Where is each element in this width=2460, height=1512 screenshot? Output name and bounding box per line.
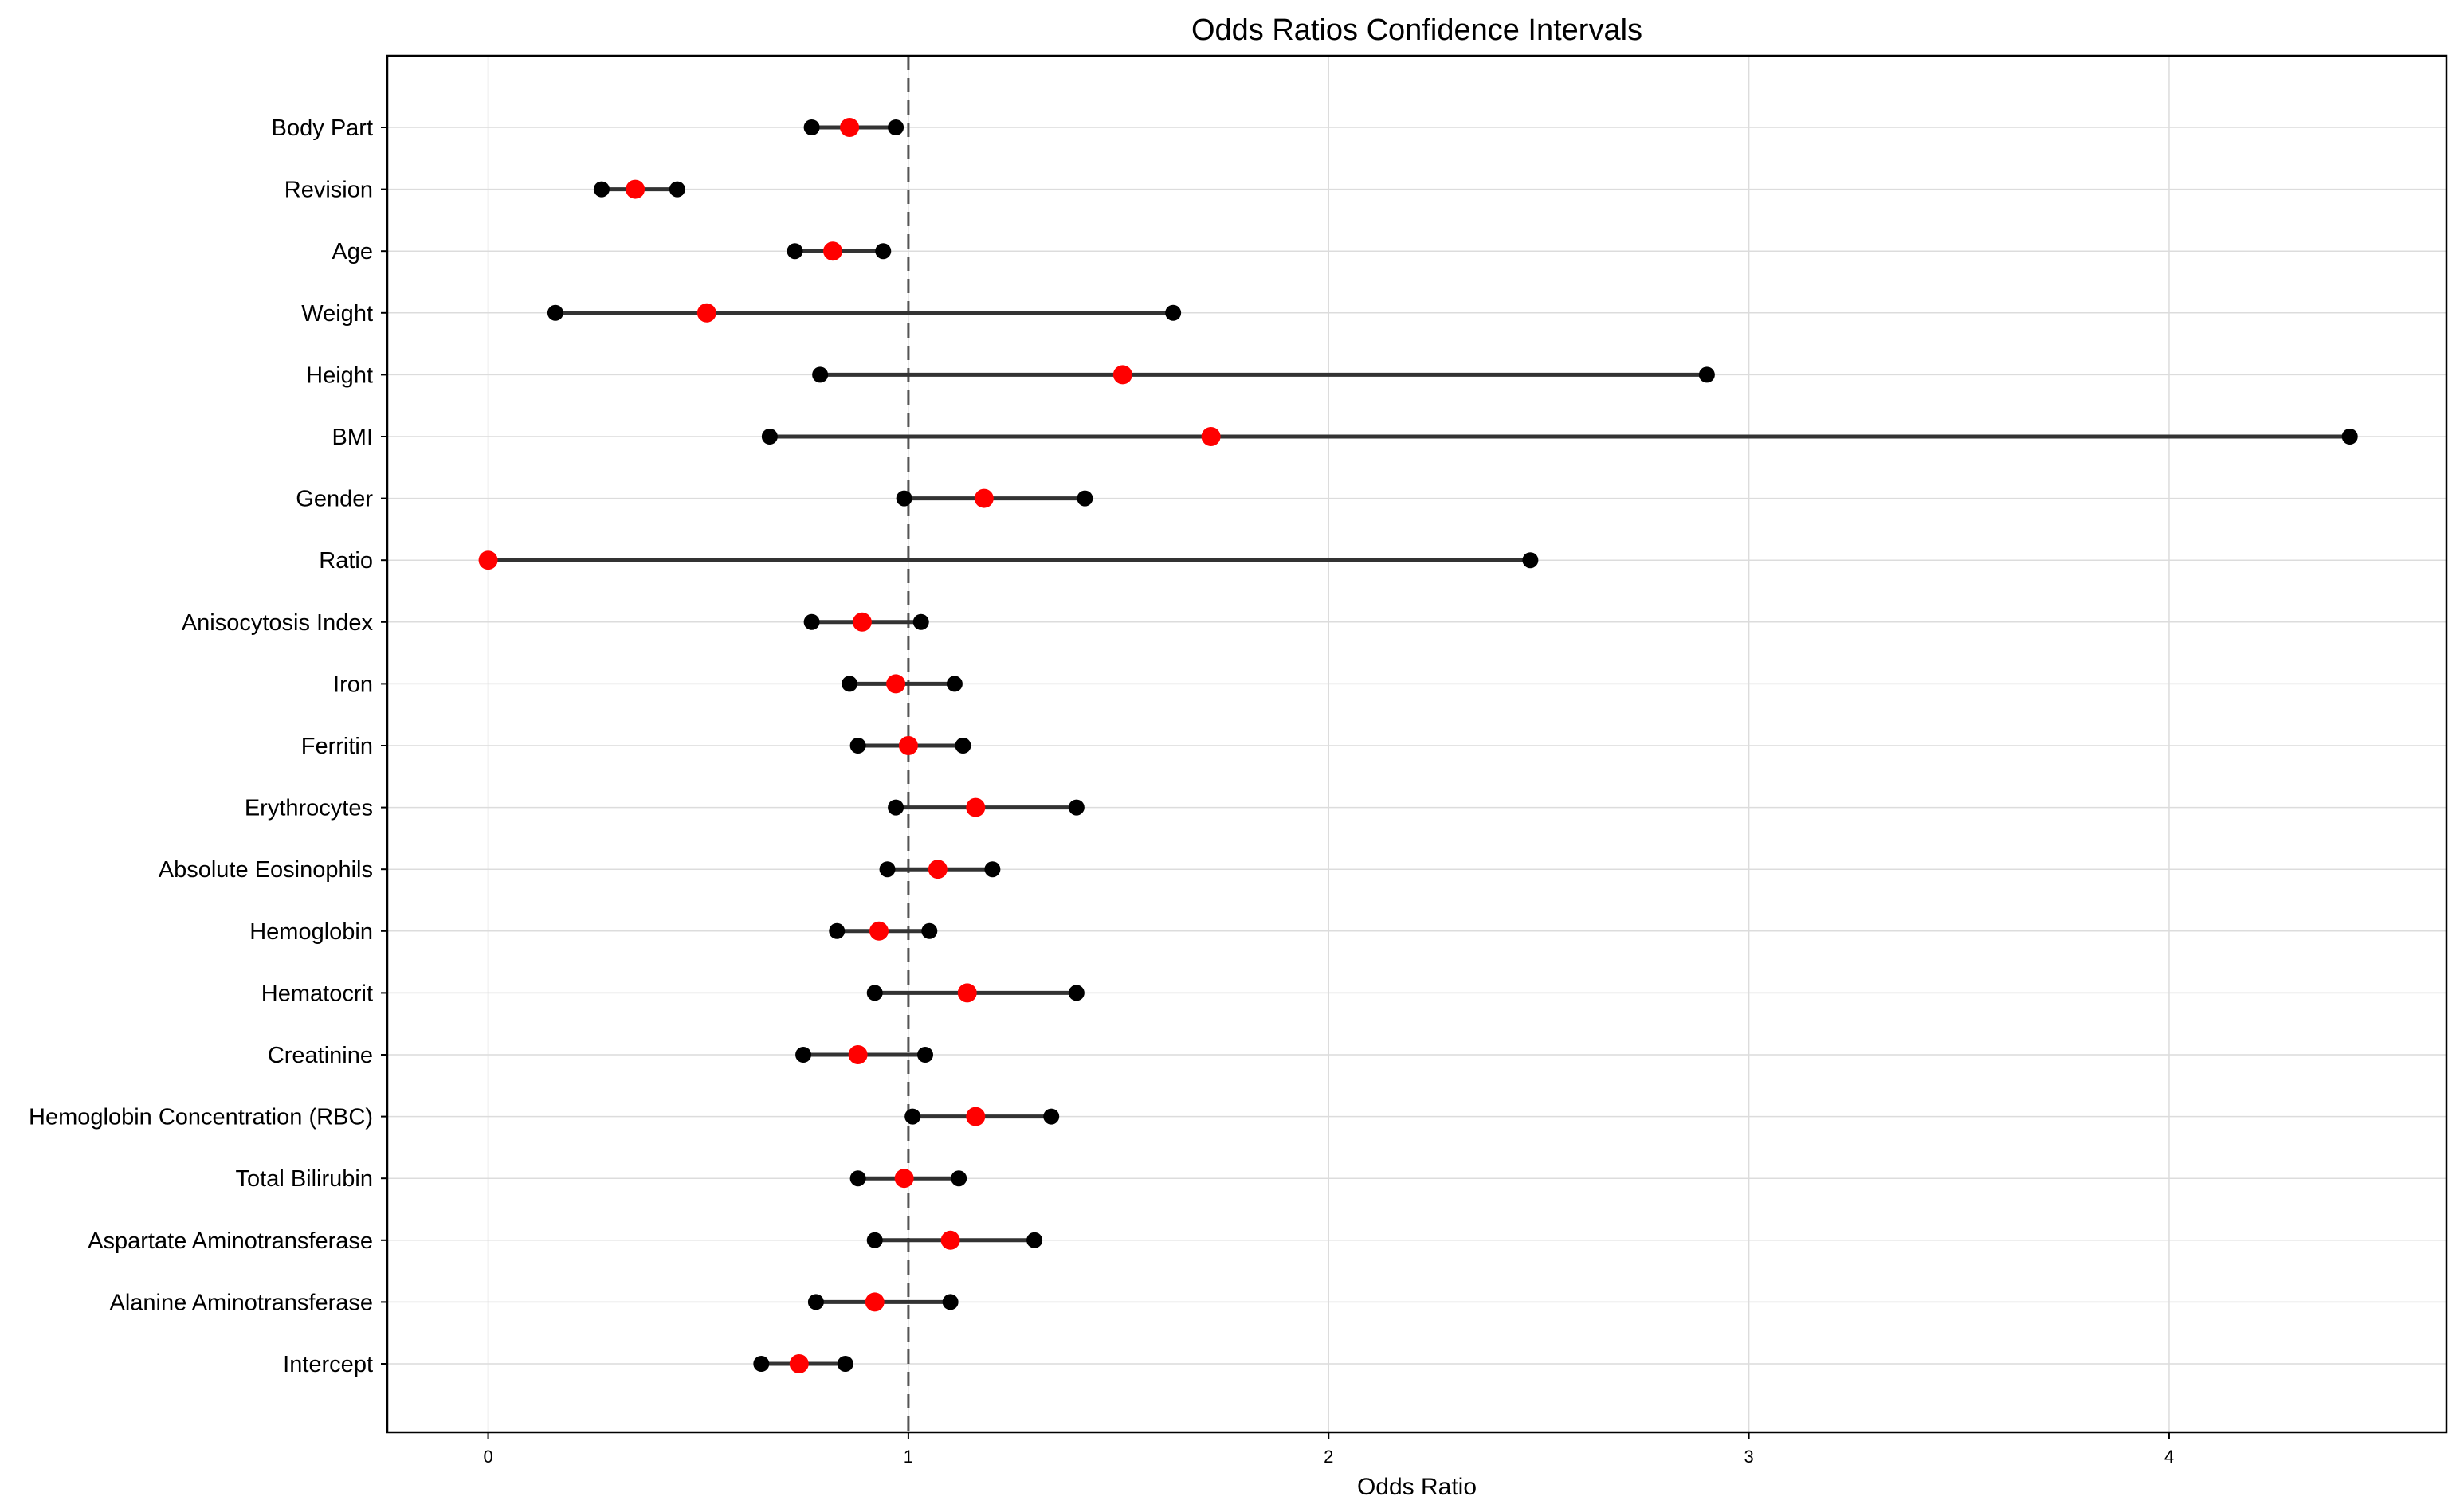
x-tick-label: 0 <box>483 1447 492 1467</box>
ci-upper-point <box>1043 1108 1060 1125</box>
y-tick-label: Alanine Aminotransferase <box>110 1290 373 1315</box>
x-tick-label-layer: 0 1 2 3 4 <box>483 1432 2174 1467</box>
ci-upper-point <box>955 738 971 754</box>
ci-upper-point <box>1068 799 1085 816</box>
ci-upper-point <box>917 1047 934 1063</box>
y-tick-label: Total Bilirubin <box>236 1166 373 1192</box>
y-tick-label: Hemoglobin <box>249 919 373 945</box>
y-tick-label: Hemoglobin Concentration (RBC) <box>29 1105 373 1130</box>
ci-upper-point <box>1068 985 1085 1001</box>
odds-ratio-point <box>966 797 986 817</box>
y-tick-label: Absolute Eosinophils <box>159 857 373 883</box>
y-tick-label: Erythrocytes <box>245 796 373 821</box>
y-tick-label: Aspartate Aminotransferase <box>88 1228 373 1254</box>
odds-ratio-point <box>822 241 842 261</box>
y-tick-label-layer: Body Part Revision Age Weight Height BMI Gende… <box>29 116 387 1377</box>
x-tick-label: 3 <box>1744 1447 1753 1467</box>
plot-area-frame <box>386 54 2448 1434</box>
odds-ratio-point <box>940 1230 960 1250</box>
ci-lower-point <box>761 429 778 445</box>
y-tick-label: Intercept <box>283 1352 373 1377</box>
odds-ratio-point <box>928 860 948 879</box>
y-tick-label: Anisocytosis Index <box>182 610 374 636</box>
y-tick-label: Creatinine <box>268 1043 373 1068</box>
ci-upper-point <box>875 243 892 260</box>
odds-ratio-point <box>852 612 872 632</box>
odds-ratio-point <box>789 1354 809 1373</box>
ci-upper-point <box>1165 304 1182 321</box>
ci-upper-point <box>1026 1232 1043 1248</box>
odds-ratio-point <box>974 488 994 508</box>
x-axis-label: Odds Ratio <box>1357 1474 1477 1500</box>
y-tick-label: Iron <box>333 672 373 697</box>
odds-ratio-point <box>696 303 716 323</box>
y-tick-label: Ferritin <box>301 734 373 759</box>
odds-ratio-point <box>1201 427 1221 446</box>
ci-lower-point <box>849 1170 866 1187</box>
ci-lower-point <box>842 676 858 692</box>
grid-layer <box>387 56 2446 1432</box>
ci-upper-point <box>837 1356 853 1372</box>
odds-ratio-point <box>894 1169 914 1189</box>
ci-upper-point <box>984 861 1001 878</box>
y-tick-label: Height <box>306 362 373 388</box>
ci-lower-point <box>829 922 846 939</box>
odds-ratio-point <box>865 1292 885 1312</box>
y-tick-label: Body Part <box>272 116 373 141</box>
ci-lower-point <box>866 985 883 1001</box>
ci-lower-point <box>849 738 866 754</box>
x-tick-label: 1 <box>904 1447 913 1467</box>
odds-ratio-point <box>869 921 889 941</box>
ci-lower-point <box>866 1232 883 1248</box>
ci-upper-point <box>946 676 963 692</box>
ci-upper-point <box>1522 552 1539 569</box>
ci-lower-point <box>787 243 803 260</box>
y-tick-label: Revision <box>284 178 373 203</box>
odds-ratio-point <box>848 1045 868 1064</box>
ci-upper-point <box>888 119 904 135</box>
ci-lower-point <box>593 181 610 198</box>
ci-lower-point <box>879 861 896 878</box>
ci-lower-point <box>547 304 563 321</box>
ci-lower-point <box>812 366 829 383</box>
ci-upper-point <box>921 922 938 939</box>
ci-lower-point <box>896 490 912 507</box>
ci-lower-point <box>904 1108 921 1125</box>
ci-upper-point <box>951 1170 967 1187</box>
ci-lower-point <box>753 1356 770 1372</box>
y-tick-label: Ratio <box>319 548 373 574</box>
odds-ratio-point <box>840 118 860 137</box>
y-tick-label: Weight <box>301 301 373 327</box>
x-tick-label: 4 <box>2164 1447 2174 1467</box>
odds-ratio-point <box>1112 365 1132 385</box>
ci-lower-point <box>888 799 904 816</box>
odds-ratio-point <box>898 736 918 755</box>
ci-lower-point <box>803 119 820 135</box>
y-tick-label: BMI <box>332 425 373 450</box>
odds-ratio-point <box>478 550 498 570</box>
confidence-interval-layer <box>478 118 2358 1373</box>
ci-upper-point <box>2341 429 2358 445</box>
y-tick-label: Age <box>332 239 373 264</box>
y-tick-label: Hematocrit <box>261 981 373 1006</box>
odds-ratio-point <box>957 983 977 1003</box>
chart-title: Odds Ratios Confidence Intervals <box>1191 14 1642 47</box>
ci-lower-point <box>795 1047 812 1063</box>
ci-upper-point <box>669 181 685 198</box>
odds-ratio-point <box>966 1107 986 1126</box>
x-tick-label: 2 <box>1324 1447 1333 1467</box>
ci-upper-point <box>912 613 929 630</box>
odds-ratio-point <box>626 179 645 199</box>
ci-lower-point <box>807 1294 824 1310</box>
odds-ratio-point <box>886 674 906 694</box>
y-tick-label: Gender <box>296 487 373 512</box>
ci-lower-point <box>803 613 820 630</box>
ci-upper-point <box>1077 490 1093 507</box>
ci-upper-point <box>1698 366 1715 383</box>
ci-upper-point <box>942 1294 959 1310</box>
